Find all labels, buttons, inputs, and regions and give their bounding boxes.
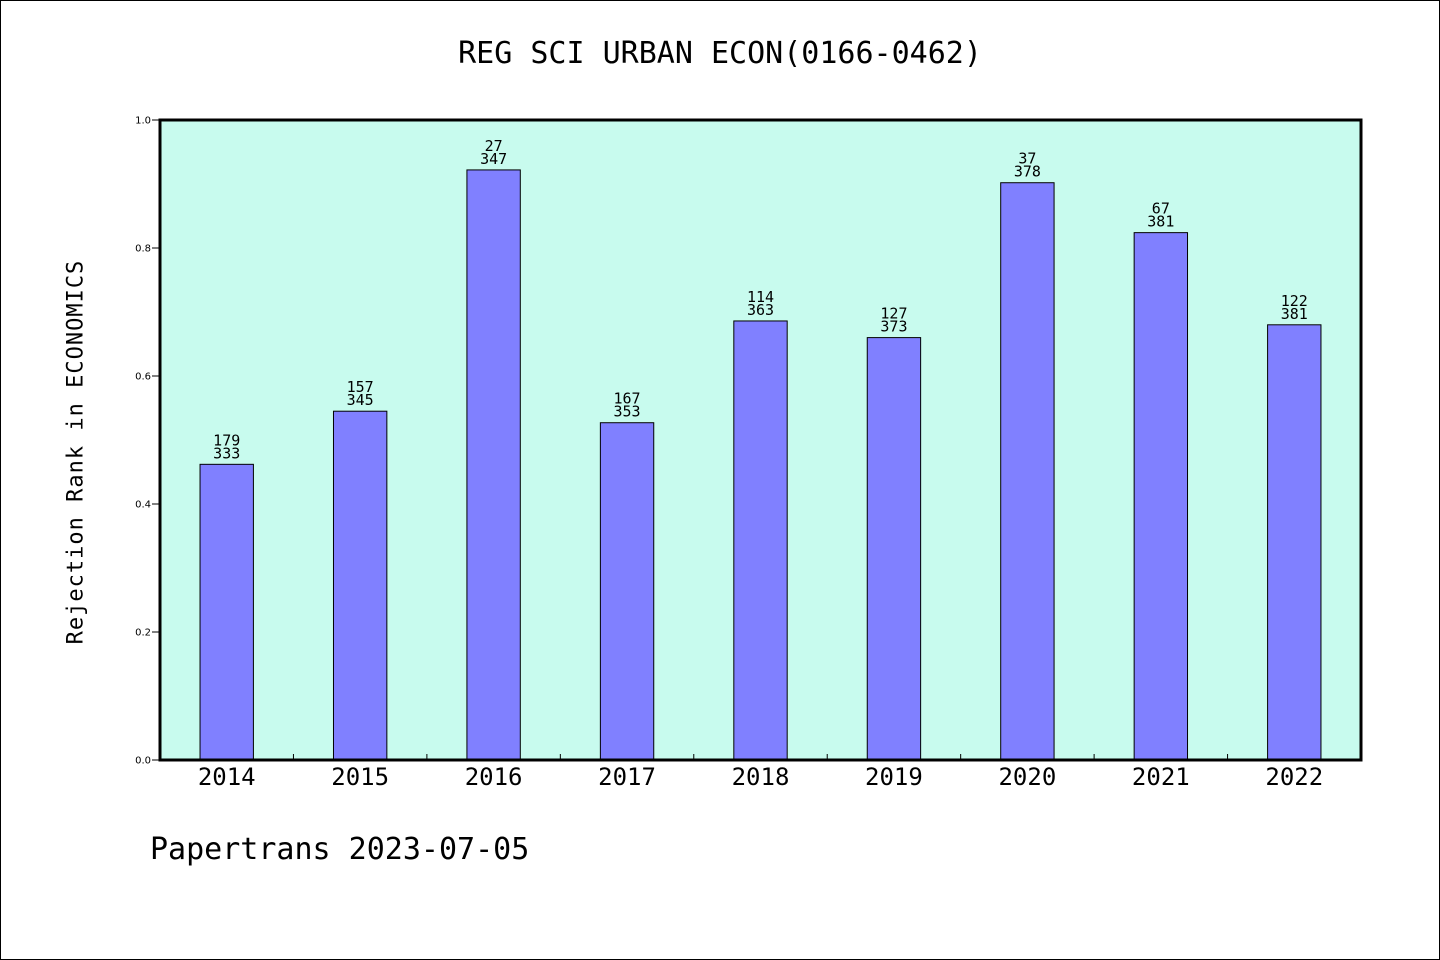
y-tick-label: 0.8 — [135, 244, 151, 255]
bar — [599, 422, 655, 761]
x-tick-label: 2016 — [465, 763, 523, 791]
bar-rank-label: 67 — [1152, 200, 1170, 218]
y-tick-label: 0.0 — [135, 756, 151, 767]
bar-total-label: 363 — [747, 301, 774, 319]
bar-rank-label: 127 — [880, 305, 907, 323]
y-tick-label: 0.6 — [135, 372, 151, 383]
bar-total-label: 333 — [213, 444, 240, 462]
bar — [866, 337, 922, 761]
bar-rank-label: 114 — [747, 288, 774, 306]
x-tick-label: 2014 — [198, 763, 256, 791]
footer-source-date: Papertrans 2023-07-05 — [150, 832, 530, 867]
x-tick-label: 2019 — [865, 763, 923, 791]
bar-total-label: 381 — [1281, 305, 1308, 323]
y-tick-label: 0.4 — [135, 500, 151, 511]
x-axis-ticks: 2014 2015 2016 2017 2018 2019 2020 2021 2022 — [198, 754, 1323, 791]
bar-total-label: 378 — [1014, 163, 1041, 181]
x-tick-label: 2022 — [1265, 763, 1323, 791]
bar — [1133, 232, 1189, 761]
bar — [466, 169, 521, 761]
x-tick-label: 2017 — [598, 763, 656, 791]
bar-rank-label: 157 — [347, 378, 374, 396]
bar-rank-label: 27 — [485, 137, 503, 155]
bar — [1267, 324, 1322, 761]
bar-rank-label: 179 — [213, 431, 240, 449]
bar-total-label: 353 — [614, 403, 641, 421]
bar-total-label: 381 — [1147, 213, 1174, 231]
bar — [1000, 182, 1055, 761]
y-tick-label: 1.0 — [135, 116, 151, 127]
x-tick-label: 2018 — [732, 763, 790, 791]
bar — [332, 410, 388, 761]
bar-rank-label: 167 — [614, 390, 641, 408]
x-tick-label: 2015 — [331, 763, 389, 791]
bar-total-label: 347 — [480, 150, 507, 168]
x-tick-label: 2021 — [1132, 763, 1190, 791]
bars-group — [199, 169, 1322, 761]
x-tick-label: 2020 — [998, 763, 1056, 791]
bar-rank-label: 37 — [1018, 150, 1036, 168]
bar — [199, 463, 254, 761]
bar — [733, 320, 788, 761]
bar-rank-label: 122 — [1281, 292, 1308, 310]
y-axis-ticks: 0.0 0.2 0.4 0.6 0.8 1.0 — [135, 116, 160, 767]
bar-total-label: 345 — [347, 391, 374, 409]
plot-border — [158, 118, 1363, 762]
chart-title: REG SCI URBAN ECON(0166-0462) — [458, 36, 982, 71]
y-tick-label: 0.2 — [135, 628, 151, 639]
bar-total-label: 373 — [880, 318, 907, 336]
